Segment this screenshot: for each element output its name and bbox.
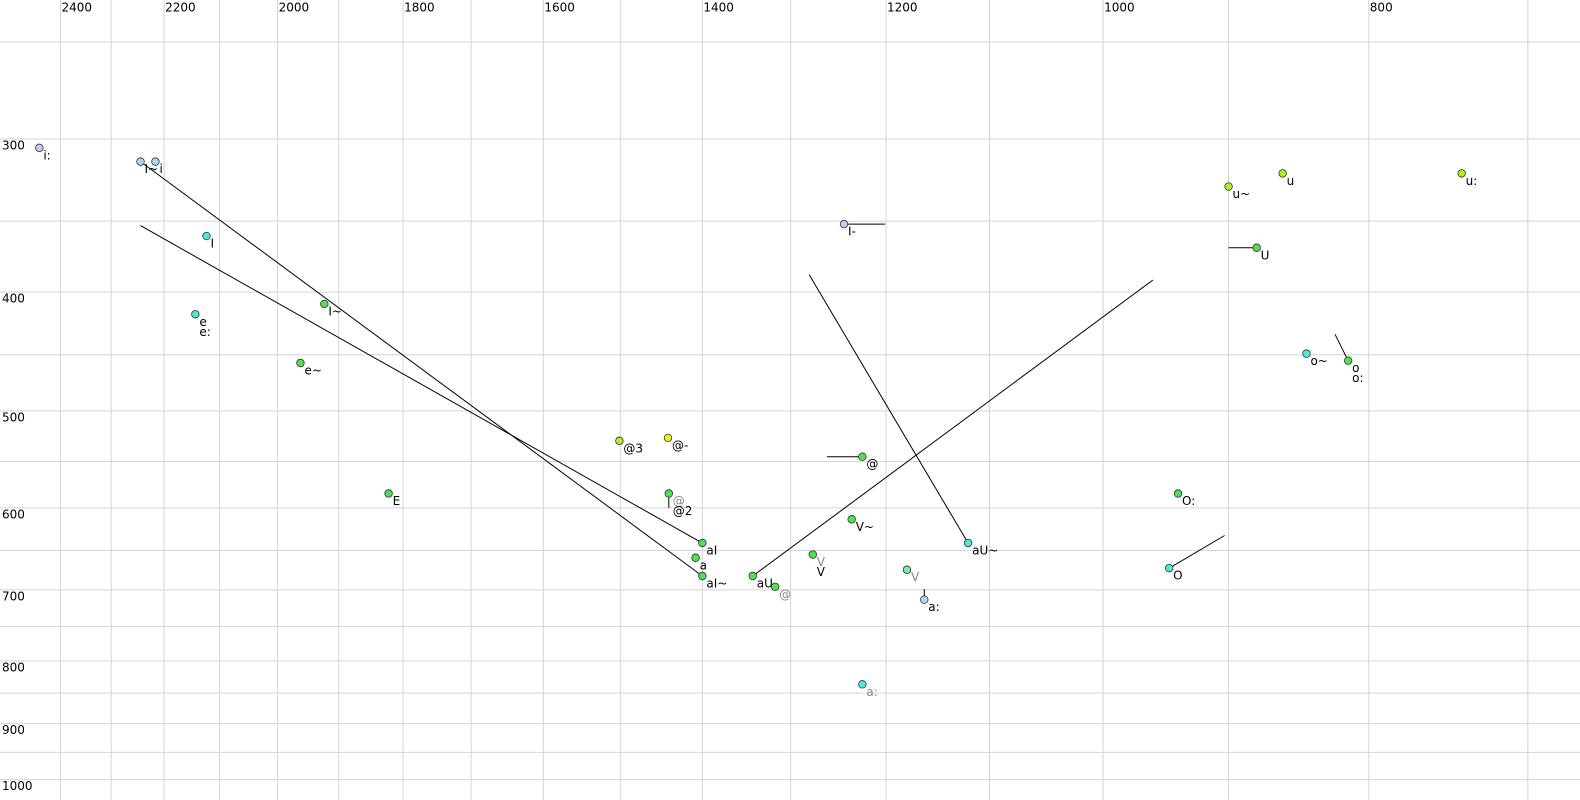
- trajectory-line: [140, 161, 703, 577]
- vowel-label: @: [673, 494, 685, 508]
- vowel-point: [839, 219, 849, 229]
- x-tick-label: 1400: [703, 1, 734, 15]
- vowel-point: [1302, 349, 1311, 358]
- y-tick-label: 700: [2, 589, 25, 603]
- vowel-label: @2: [673, 504, 693, 518]
- vowel-point: [748, 571, 757, 581]
- vowel-label: aU~: [972, 544, 998, 558]
- vowel-label: @: [866, 457, 878, 471]
- vowel-point: [963, 538, 973, 548]
- vowel-label: a: [700, 558, 707, 572]
- vowel-point: [808, 550, 818, 559]
- trajectory-line: [1334, 334, 1349, 361]
- vowel-point: [1173, 489, 1183, 498]
- y-tick-label: 400: [2, 292, 25, 306]
- trajectory-line: [752, 279, 1154, 577]
- vowel-label: U: [1261, 248, 1270, 262]
- vowel-point: [1343, 356, 1353, 365]
- y-tick-label: 500: [2, 410, 25, 424]
- x-tick-label: 2400: [61, 1, 92, 15]
- y-tick-label: 900: [2, 723, 25, 737]
- vowel-label: o: [1352, 361, 1359, 375]
- vowel-label: V: [911, 570, 920, 584]
- x-tick-label: 2200: [165, 1, 196, 15]
- vowel-point: [1224, 182, 1233, 191]
- vowel-label: i: [159, 162, 162, 176]
- x-tick-label: 2000: [279, 1, 310, 15]
- x-tick-label: 1800: [404, 1, 435, 15]
- vowel-point: [136, 157, 145, 166]
- vowel-point: [1457, 169, 1466, 178]
- vowel-point: [698, 538, 707, 548]
- vowel-point: [858, 452, 867, 461]
- y-tick-label: 300: [2, 139, 25, 153]
- vowel-label: u: [1287, 174, 1295, 188]
- x-tick-label: 800: [1370, 1, 1393, 15]
- vowel-point: [858, 680, 867, 689]
- vowel-label: u:: [1466, 174, 1478, 188]
- x-tick-label: 1200: [887, 1, 918, 15]
- vowel-label: I-: [848, 225, 856, 239]
- vowel-label: aU: [757, 577, 773, 591]
- vowel-point: [847, 515, 856, 524]
- vowel-label: a:: [928, 600, 939, 614]
- vowel-label: e:: [199, 325, 210, 339]
- vowel-point: [320, 299, 329, 309]
- vowel-point: [384, 489, 393, 498]
- vowel-point: [691, 553, 700, 562]
- vowel-label: e~: [304, 364, 321, 378]
- x-tick-label: 1000: [1104, 1, 1135, 15]
- vowel-point: [202, 231, 211, 241]
- vowel-label: O:: [1182, 494, 1195, 508]
- vowel-point: [698, 571, 707, 581]
- vowel-label: I: [211, 237, 215, 251]
- vowel-point: [920, 595, 929, 604]
- vowel-label: @-: [672, 438, 688, 452]
- vowel-label: O: [1173, 569, 1182, 583]
- x-tick-label: 1600: [544, 1, 575, 15]
- vowel-label: E: [393, 494, 401, 508]
- vowel-label: V: [817, 555, 826, 569]
- vowel-label: u~: [1233, 187, 1251, 201]
- vowel-point: [1278, 169, 1287, 178]
- vowel-point: [151, 157, 160, 166]
- vowel-point: [1164, 563, 1174, 573]
- y-tick-label: 800: [2, 660, 25, 674]
- vowel-label: I~: [328, 304, 342, 318]
- vowel-point: [296, 358, 305, 368]
- vowel-label: V~: [856, 520, 874, 534]
- vowel-point: [902, 565, 912, 574]
- trajectory-line: [1168, 535, 1225, 569]
- y-tick-label: 600: [2, 507, 25, 521]
- vowel-point: [1252, 243, 1261, 252]
- y-tick-label: 1000: [2, 779, 33, 793]
- trajectory-line: [140, 225, 703, 544]
- vowel-label: @3: [623, 441, 643, 455]
- vowel-label: i:: [43, 148, 50, 162]
- vowel-point: [615, 436, 624, 446]
- vowel-point: [770, 582, 780, 592]
- vowel-point: [35, 143, 44, 153]
- vowel-label: o:: [1352, 371, 1363, 385]
- vowel-label: e: [199, 315, 206, 329]
- vowel-label: @: [779, 587, 791, 601]
- vowel-point: [663, 433, 673, 443]
- vowel-point: [664, 489, 674, 498]
- vowel-label: aI~: [706, 577, 727, 591]
- vowel-label: V: [817, 565, 826, 579]
- vowel-label: o~: [1310, 354, 1327, 368]
- trajectory-line: [808, 274, 969, 544]
- vowel-label: aI: [706, 544, 717, 558]
- vowel-point: [191, 310, 200, 319]
- vowel-label: a:: [866, 685, 877, 699]
